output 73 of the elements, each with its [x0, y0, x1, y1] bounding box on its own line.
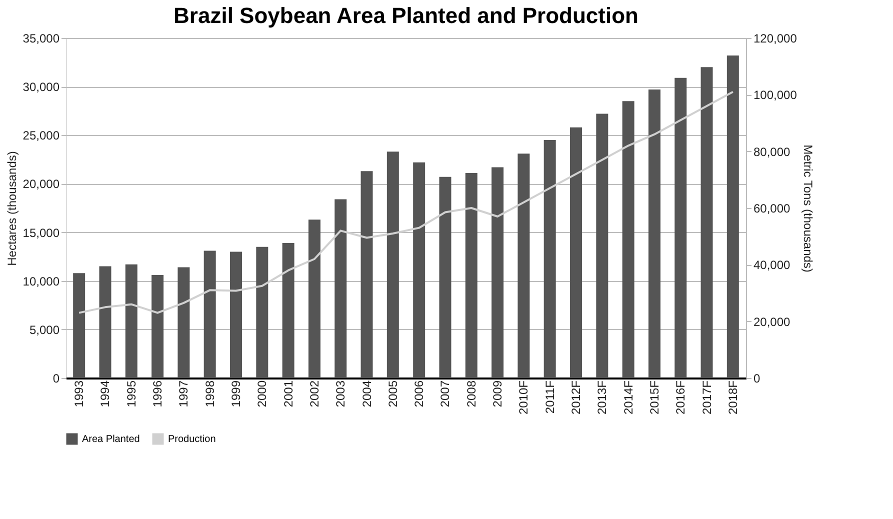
bar [282, 242, 294, 378]
bar [674, 78, 687, 378]
y2-tick-label: 40,000 [754, 258, 791, 272]
y-tick-label: 0 [52, 372, 60, 386]
x-tick-label: 2014F [621, 380, 636, 415]
y2-tick-label: 120,000 [754, 32, 798, 46]
bar [544, 140, 556, 378]
x-tick-label: 1995 [124, 380, 138, 408]
y-tick-label: 15,000 [22, 226, 60, 240]
x-tick-label: 2004 [360, 380, 374, 408]
x-tick-label: 2008 [464, 380, 478, 408]
x-tick-label: 2012F [569, 380, 583, 415]
y-tick-label: 20,000 [22, 177, 60, 192]
y2-axis-title: Metric Tons (thousands) [800, 144, 815, 272]
x-tick-label: 1997 [176, 380, 191, 408]
x-tick-label: 2009 [490, 380, 505, 408]
y-tick-label: 30,000 [22, 80, 60, 94]
y-tick-label: 10,000 [22, 274, 60, 288]
x-tick-label: 1993 [72, 380, 86, 408]
bar [73, 273, 86, 378]
bar [99, 266, 112, 378]
bar [570, 127, 582, 378]
bar [439, 176, 452, 378]
bar [308, 220, 320, 378]
bar [386, 152, 399, 378]
x-tick-label: 2017F [700, 380, 714, 415]
bar [596, 114, 608, 378]
bar [152, 275, 164, 378]
y2-tick-label: 20,000 [754, 314, 791, 329]
x-tick-label: 2002 [307, 380, 322, 408]
x-tick-label: 1999 [229, 380, 243, 408]
bar [492, 167, 504, 378]
x-tick-label: 2011F [542, 380, 557, 414]
x-tick-label: 2000 [255, 380, 270, 408]
bar [204, 250, 216, 378]
bar [700, 67, 713, 378]
bar [230, 252, 242, 378]
x-tick-label: 1996 [150, 380, 165, 408]
x-tick-label: 2016F [674, 380, 688, 415]
bar [518, 154, 530, 378]
y-tick-label: 35,000 [22, 32, 60, 46]
y2-tick-label: 100,000 [754, 88, 798, 102]
y-tick-label: 25,000 [22, 128, 60, 143]
x-tick-label: 2005 [386, 380, 400, 408]
x-tick-label: 1994 [98, 380, 112, 408]
y2-tick-label: 60,000 [754, 202, 791, 216]
x-tick-label: 2015F [647, 380, 662, 415]
x-tick-label: 2006 [412, 380, 426, 408]
bar [125, 264, 138, 378]
x-tick-label: 2018F [726, 380, 740, 415]
bar [648, 89, 660, 378]
y2-tick-label: 80,000 [754, 144, 791, 159]
x-tick-label: 2001 [281, 380, 296, 408]
x-tick-label: 2003 [334, 380, 348, 408]
bar [178, 267, 190, 378]
bar [622, 101, 634, 378]
bar [726, 55, 739, 378]
legend-label: Production [168, 434, 216, 445]
bar [256, 246, 268, 378]
line-series [78, 90, 734, 314]
y2-tick-label: 0 [754, 372, 760, 386]
x-tick-label: 2007 [438, 380, 452, 408]
y-axis-title: Hectares (thousands) [4, 151, 19, 266]
x-tick-label: 2013F [595, 380, 610, 415]
x-tick-label: 1998 [202, 380, 217, 408]
bar [334, 199, 347, 378]
bar [413, 162, 426, 378]
bar [465, 173, 478, 378]
y-tick-label: 5,000 [29, 322, 60, 337]
legend-label: Area Planted [82, 434, 140, 445]
bar [360, 171, 373, 378]
chart-title: Brazil Soybean Area Planted and Production [174, 3, 638, 28]
x-tick-label: 2010F [516, 380, 531, 415]
